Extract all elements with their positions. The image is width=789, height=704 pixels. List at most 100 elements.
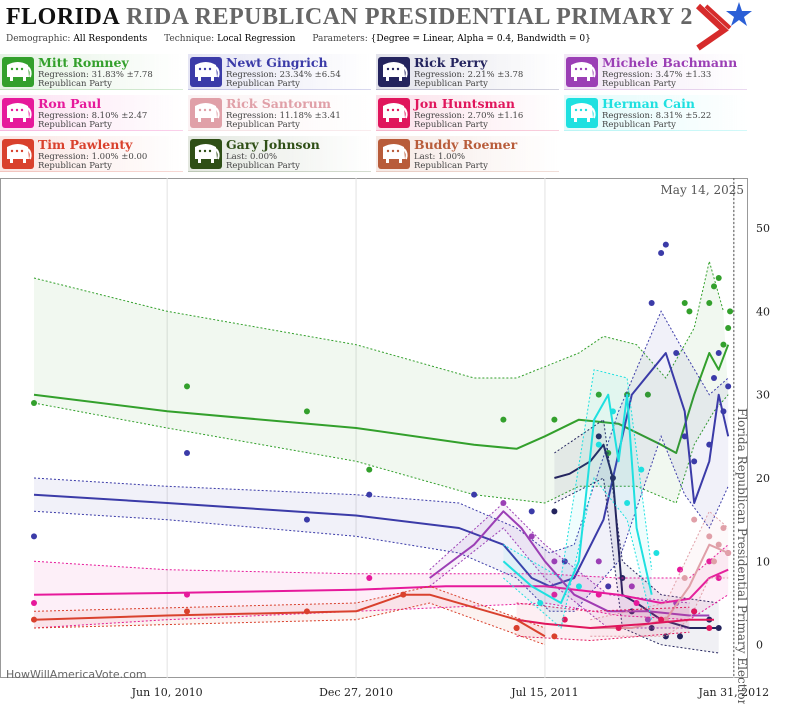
candidate-tim-pawlenty[interactable]: Tim Pawlenty Regression: 1.00% ±0.00 Repub… xyxy=(0,136,183,172)
candidate-michele-bachmann[interactable]: Michele Bachmann Regression: 3.47% ±1.33 R… xyxy=(564,54,747,90)
poll-point[interactable] xyxy=(366,491,373,498)
poll-point[interactable] xyxy=(715,275,722,281)
x-tick-label: Dec 27, 2010 xyxy=(319,686,393,699)
poll-point[interactable] xyxy=(725,325,732,331)
poll-point[interactable] xyxy=(184,450,190,456)
poll-point[interactable] xyxy=(706,300,713,306)
candidate-rick-perry[interactable]: Rick Perry Regression: 2.21% ±3.78 Republi… xyxy=(376,54,559,90)
poll-point[interactable] xyxy=(528,533,535,540)
poll-point[interactable] xyxy=(720,525,727,531)
poll-point[interactable] xyxy=(658,250,665,256)
poll-point[interactable] xyxy=(648,300,655,306)
poll-point[interactable] xyxy=(711,283,717,290)
poll-point[interactable] xyxy=(551,591,558,598)
candidate-name: Gary Johnson xyxy=(226,137,320,152)
candidate-jon-huntsman[interactable]: Jon Huntsman Regression: 2.70% ±1.16 Repub… xyxy=(376,95,559,131)
poll-point[interactable] xyxy=(720,341,727,348)
poll-point[interactable] xyxy=(366,466,373,473)
poll-point[interactable] xyxy=(711,375,717,381)
poll-point[interactable] xyxy=(500,500,507,506)
poll-point[interactable] xyxy=(184,383,190,390)
poll-point[interactable] xyxy=(31,533,37,540)
poll-point[interactable] xyxy=(184,608,190,615)
confidence-band xyxy=(34,311,729,612)
poll-point[interactable] xyxy=(595,591,602,598)
poll-point[interactable] xyxy=(615,625,622,631)
poll-point[interactable] xyxy=(706,625,713,631)
poll-point[interactable] xyxy=(537,600,544,606)
poll-point[interactable] xyxy=(609,475,616,481)
poll-point[interactable] xyxy=(595,391,602,398)
poll-point[interactable] xyxy=(677,566,683,573)
poll-point[interactable] xyxy=(725,383,732,390)
elephant-icon xyxy=(566,98,598,128)
poll-point[interactable] xyxy=(31,616,37,623)
poll-point[interactable] xyxy=(711,558,717,565)
poll-point[interactable] xyxy=(366,575,373,581)
poll-point[interactable] xyxy=(628,583,635,590)
poll-point[interactable] xyxy=(644,616,651,623)
candidate-herman-cain[interactable]: Herman Cain Regression: 8.31% ±5.22 Republ… xyxy=(564,95,747,131)
poll-point[interactable] xyxy=(31,400,37,406)
candidate-rick-santorum[interactable]: Rick Santorum Regression: 11.18% ±3.41 Rep… xyxy=(188,95,371,131)
poll-point[interactable] xyxy=(725,550,732,556)
poll-point[interactable] xyxy=(624,500,631,506)
poll-point[interactable] xyxy=(691,516,698,523)
poll-point[interactable] xyxy=(184,591,190,598)
date-stamp: May 14, 2025 xyxy=(661,183,744,197)
poll-point[interactable] xyxy=(303,408,310,415)
poll-point[interactable] xyxy=(673,350,680,356)
poll-point[interactable] xyxy=(561,616,568,623)
poll-point[interactable] xyxy=(658,616,665,623)
poll-point[interactable] xyxy=(706,558,713,565)
poll-point[interactable] xyxy=(644,391,651,398)
poll-point[interactable] xyxy=(677,633,683,640)
candidate-name: Ron Paul xyxy=(38,96,102,111)
poll-point[interactable] xyxy=(575,583,582,590)
poll-point[interactable] xyxy=(706,533,713,540)
poll-point[interactable] xyxy=(605,583,612,590)
poll-point[interactable] xyxy=(633,600,640,606)
poll-point[interactable] xyxy=(720,408,727,415)
confidence-band xyxy=(516,603,690,641)
candidate-buddy-roemer[interactable]: Buddy Roemer Last: 1.00% Republican Party xyxy=(376,136,559,172)
candidate-newt-gingrich[interactable]: Newt Gingrich Regression: 23.34% ±6.54 Rep… xyxy=(188,54,371,90)
poll-point[interactable] xyxy=(500,416,507,423)
candidate-mitt-romney[interactable]: Mitt Romney Regression: 31.83% ±7.78 Repub… xyxy=(0,54,183,90)
poll-point[interactable] xyxy=(551,508,558,515)
poll-point[interactable] xyxy=(609,408,616,415)
poll-point[interactable] xyxy=(595,441,602,448)
candidate-gary-johnson[interactable]: Gary Johnson Last: 0.00% Republican Party xyxy=(188,136,371,172)
poll-point[interactable] xyxy=(513,625,520,631)
y-tick-label: 50 xyxy=(756,222,770,235)
poll-point[interactable] xyxy=(681,575,688,581)
poll-point[interactable] xyxy=(400,591,407,598)
poll-point[interactable] xyxy=(691,608,698,615)
poll-point[interactable] xyxy=(551,558,558,565)
poll-point[interactable] xyxy=(653,550,660,556)
poll-point[interactable] xyxy=(303,516,310,523)
poll-point[interactable] xyxy=(551,416,558,423)
poll-point[interactable] xyxy=(648,625,655,631)
poll-point[interactable] xyxy=(31,600,37,606)
poll-point[interactable] xyxy=(528,508,535,515)
poll-point[interactable] xyxy=(662,241,669,248)
poll-point[interactable] xyxy=(595,433,602,440)
poll-point[interactable] xyxy=(681,300,688,306)
poll-point[interactable] xyxy=(595,558,602,565)
poll-point[interactable] xyxy=(681,433,688,440)
candidate-ron-paul[interactable]: Ron Paul Regression: 8.10% ±2.47 Republica… xyxy=(0,95,183,131)
poll-point[interactable] xyxy=(691,458,698,465)
poll-point[interactable] xyxy=(715,625,722,631)
poll-point[interactable] xyxy=(706,441,713,448)
series-herman-cain xyxy=(502,369,660,629)
poll-point[interactable] xyxy=(715,575,722,581)
poll-point[interactable] xyxy=(303,608,310,615)
poll-point[interactable] xyxy=(715,350,722,356)
poll-point[interactable] xyxy=(471,491,478,498)
poll-point[interactable] xyxy=(638,466,645,473)
poll-point[interactable] xyxy=(727,308,734,315)
poll-point[interactable] xyxy=(686,308,693,315)
poll-point[interactable] xyxy=(715,541,722,548)
poll-point[interactable] xyxy=(551,633,558,640)
